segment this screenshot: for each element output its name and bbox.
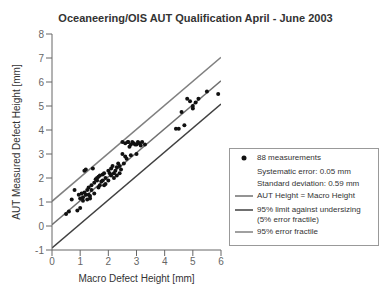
svg-text:8: 8	[38, 29, 44, 40]
svg-text:4: 4	[38, 125, 44, 136]
html-text:88 measurements: 88 measurements	[257, 153, 321, 162]
svg-text:7: 7	[38, 53, 44, 64]
html-text:95% error fractile: 95% error fractile	[257, 227, 318, 236]
svg-text:0: 0	[38, 221, 44, 232]
html-text:Oceaneering/OIS AUT Qualificat: Oceaneering/OIS AUT Qualification April …	[58, 12, 333, 24]
svg-text:2: 2	[38, 173, 44, 184]
html-text:Standard deviation: 0.59 mm: Standard deviation: 0.59 mm	[257, 179, 360, 188]
svg-text:0: 0	[49, 256, 55, 267]
svg-text:1: 1	[77, 256, 83, 267]
svg-text:4: 4	[162, 256, 168, 267]
svg-text:5: 5	[190, 256, 196, 267]
html-text:AUT Height = Macro Height: AUT Height = Macro Height	[257, 191, 355, 200]
svg-text:3: 3	[38, 149, 44, 160]
svg-text:6: 6	[38, 77, 44, 88]
svg-text:3: 3	[134, 256, 140, 267]
svg-text:AUT Measured Defect Height [mm: AUT Measured Defect Height [mm]	[11, 64, 22, 220]
svg-text:6: 6	[218, 256, 224, 267]
svg-text:-1: -1	[35, 245, 44, 256]
html-text:95% limit against undersizing: 95% limit against undersizing (5% error …	[257, 205, 361, 224]
svg-text:1: 1	[38, 197, 44, 208]
svg-text:2: 2	[106, 256, 112, 267]
svg-text:5: 5	[38, 101, 44, 112]
svg-text:Macro Defect Height [mm]: Macro Defect Height [mm]	[78, 273, 194, 284]
html-text:Systematic error: 0.05 mm: Systematic error: 0.05 mm	[257, 167, 351, 176]
